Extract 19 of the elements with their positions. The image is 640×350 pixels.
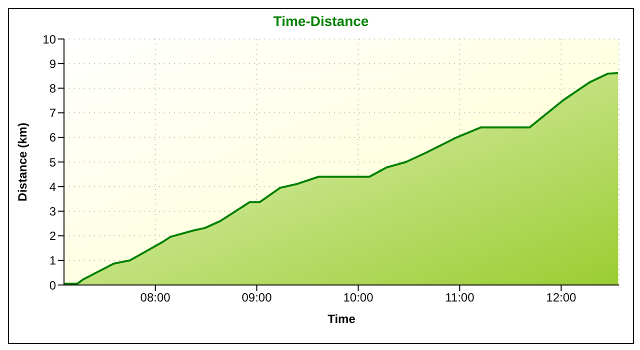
y-tick-label: 8 — [49, 81, 56, 96]
x-tick-label: 12:00 — [546, 290, 577, 305]
y-tick-label: 10 — [42, 32, 56, 46]
y-tick-label: 2 — [49, 229, 56, 244]
y-tick-label: 7 — [49, 106, 56, 120]
x-axis-title: Time — [328, 312, 356, 326]
y-tick-label: 5 — [49, 155, 56, 170]
y-tick-label: 1 — [49, 254, 56, 268]
y-tick-label: 6 — [49, 130, 56, 145]
x-tick-label: 11:00 — [445, 290, 475, 305]
y-axis-title: Distance (km) — [15, 122, 30, 202]
y-tick-label: 3 — [49, 204, 56, 218]
x-tick-label: 10:00 — [343, 290, 374, 305]
y-tick-label: 0 — [49, 278, 56, 292]
y-tick-label: 4 — [49, 180, 56, 194]
y-tick-label: 9 — [49, 56, 56, 71]
chart-title: Time-Distance — [272, 13, 370, 29]
x-tick-label: 09:00 — [242, 290, 272, 305]
x-tick-label: 08:00 — [140, 290, 171, 305]
